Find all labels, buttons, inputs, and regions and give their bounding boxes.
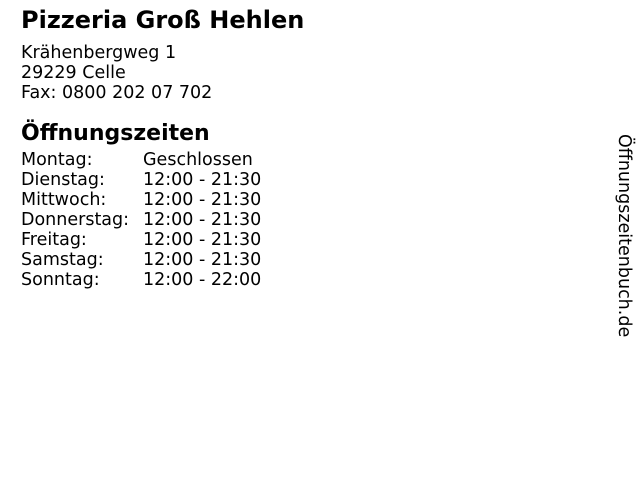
time-value: 12:00 - 21:30 bbox=[143, 170, 262, 191]
business-name-title: Pizzeria Groß Hehlen bbox=[21, 6, 305, 34]
opening-hours-table: Montag: Geschlossen Dienstag: 12:00 - 21… bbox=[21, 150, 261, 290]
time-value: 12:00 - 22:00 bbox=[143, 270, 262, 291]
day-label: Dienstag: bbox=[21, 170, 105, 191]
table-row: Dienstag: 12:00 - 21:30 bbox=[21, 170, 261, 190]
main-content: Pizzeria Groß Hehlen Krähenbergweg 1 292… bbox=[21, 0, 304, 290]
time-value: 12:00 - 21:30 bbox=[143, 190, 262, 211]
address-city: 29229 Celle bbox=[21, 62, 126, 83]
day-label: Samstag: bbox=[21, 250, 104, 271]
fax-line: Fax: 0800 202 07 702 bbox=[21, 82, 213, 103]
day-label: Donnerstag: bbox=[21, 210, 130, 231]
time-value: 12:00 - 21:30 bbox=[143, 210, 262, 231]
table-row: Sonntag: 12:00 - 22:00 bbox=[21, 270, 261, 290]
address-block: Krähenbergweg 1 29229 Celle Fax: 0800 20… bbox=[21, 43, 304, 103]
table-row: Montag: Geschlossen bbox=[21, 150, 261, 170]
opening-hours-heading: Öffnungszeiten bbox=[21, 120, 210, 146]
day-label: Montag: bbox=[21, 150, 93, 171]
time-value: 12:00 - 21:30 bbox=[143, 230, 262, 251]
table-row: Samstag: 12:00 - 21:30 bbox=[21, 250, 261, 270]
table-row: Donnerstag: 12:00 - 21:30 bbox=[21, 210, 261, 230]
table-row: Freitag: 12:00 - 21:30 bbox=[21, 230, 261, 250]
watermark-vertical-text: Öffnungszeitenbuch.de bbox=[614, 134, 634, 338]
day-label: Mittwoch: bbox=[21, 190, 107, 211]
time-value: Geschlossen bbox=[143, 150, 253, 171]
day-label: Freitag: bbox=[21, 230, 87, 251]
address-street: Krähenbergweg 1 bbox=[21, 42, 177, 63]
day-label: Sonntag: bbox=[21, 270, 100, 291]
table-row: Mittwoch: 12:00 - 21:30 bbox=[21, 190, 261, 210]
time-value: 12:00 - 21:30 bbox=[143, 250, 262, 271]
